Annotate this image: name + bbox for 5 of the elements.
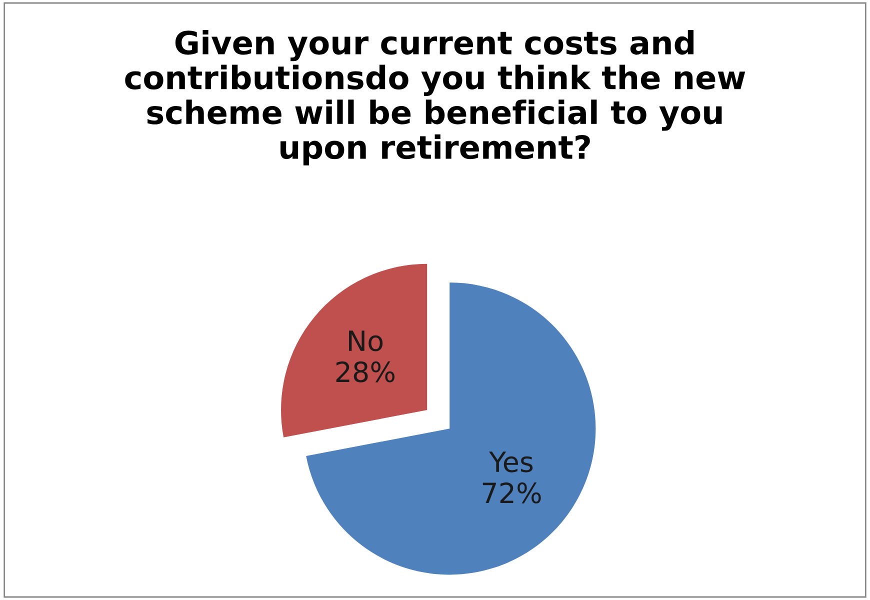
data-label: 72%	[482, 482, 541, 504]
slice-label: Yes	[489, 452, 533, 472]
data-label: 28%	[336, 361, 395, 382]
slice-label: No	[349, 330, 383, 352]
chart-title: Given your current costs and contributionsdo you think the new scheme will be beneficial to you upon retirement?	[125, 30, 746, 166]
